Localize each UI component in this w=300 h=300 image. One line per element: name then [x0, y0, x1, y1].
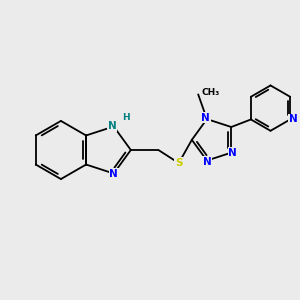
Text: CH₃: CH₃	[201, 88, 219, 98]
Text: N: N	[289, 115, 298, 124]
Text: N: N	[228, 148, 237, 158]
Text: N: N	[202, 157, 211, 167]
Text: H: H	[122, 113, 130, 122]
Text: N: N	[109, 169, 118, 178]
Text: N: N	[201, 112, 210, 123]
Text: N: N	[108, 122, 117, 131]
Text: S: S	[175, 158, 182, 168]
